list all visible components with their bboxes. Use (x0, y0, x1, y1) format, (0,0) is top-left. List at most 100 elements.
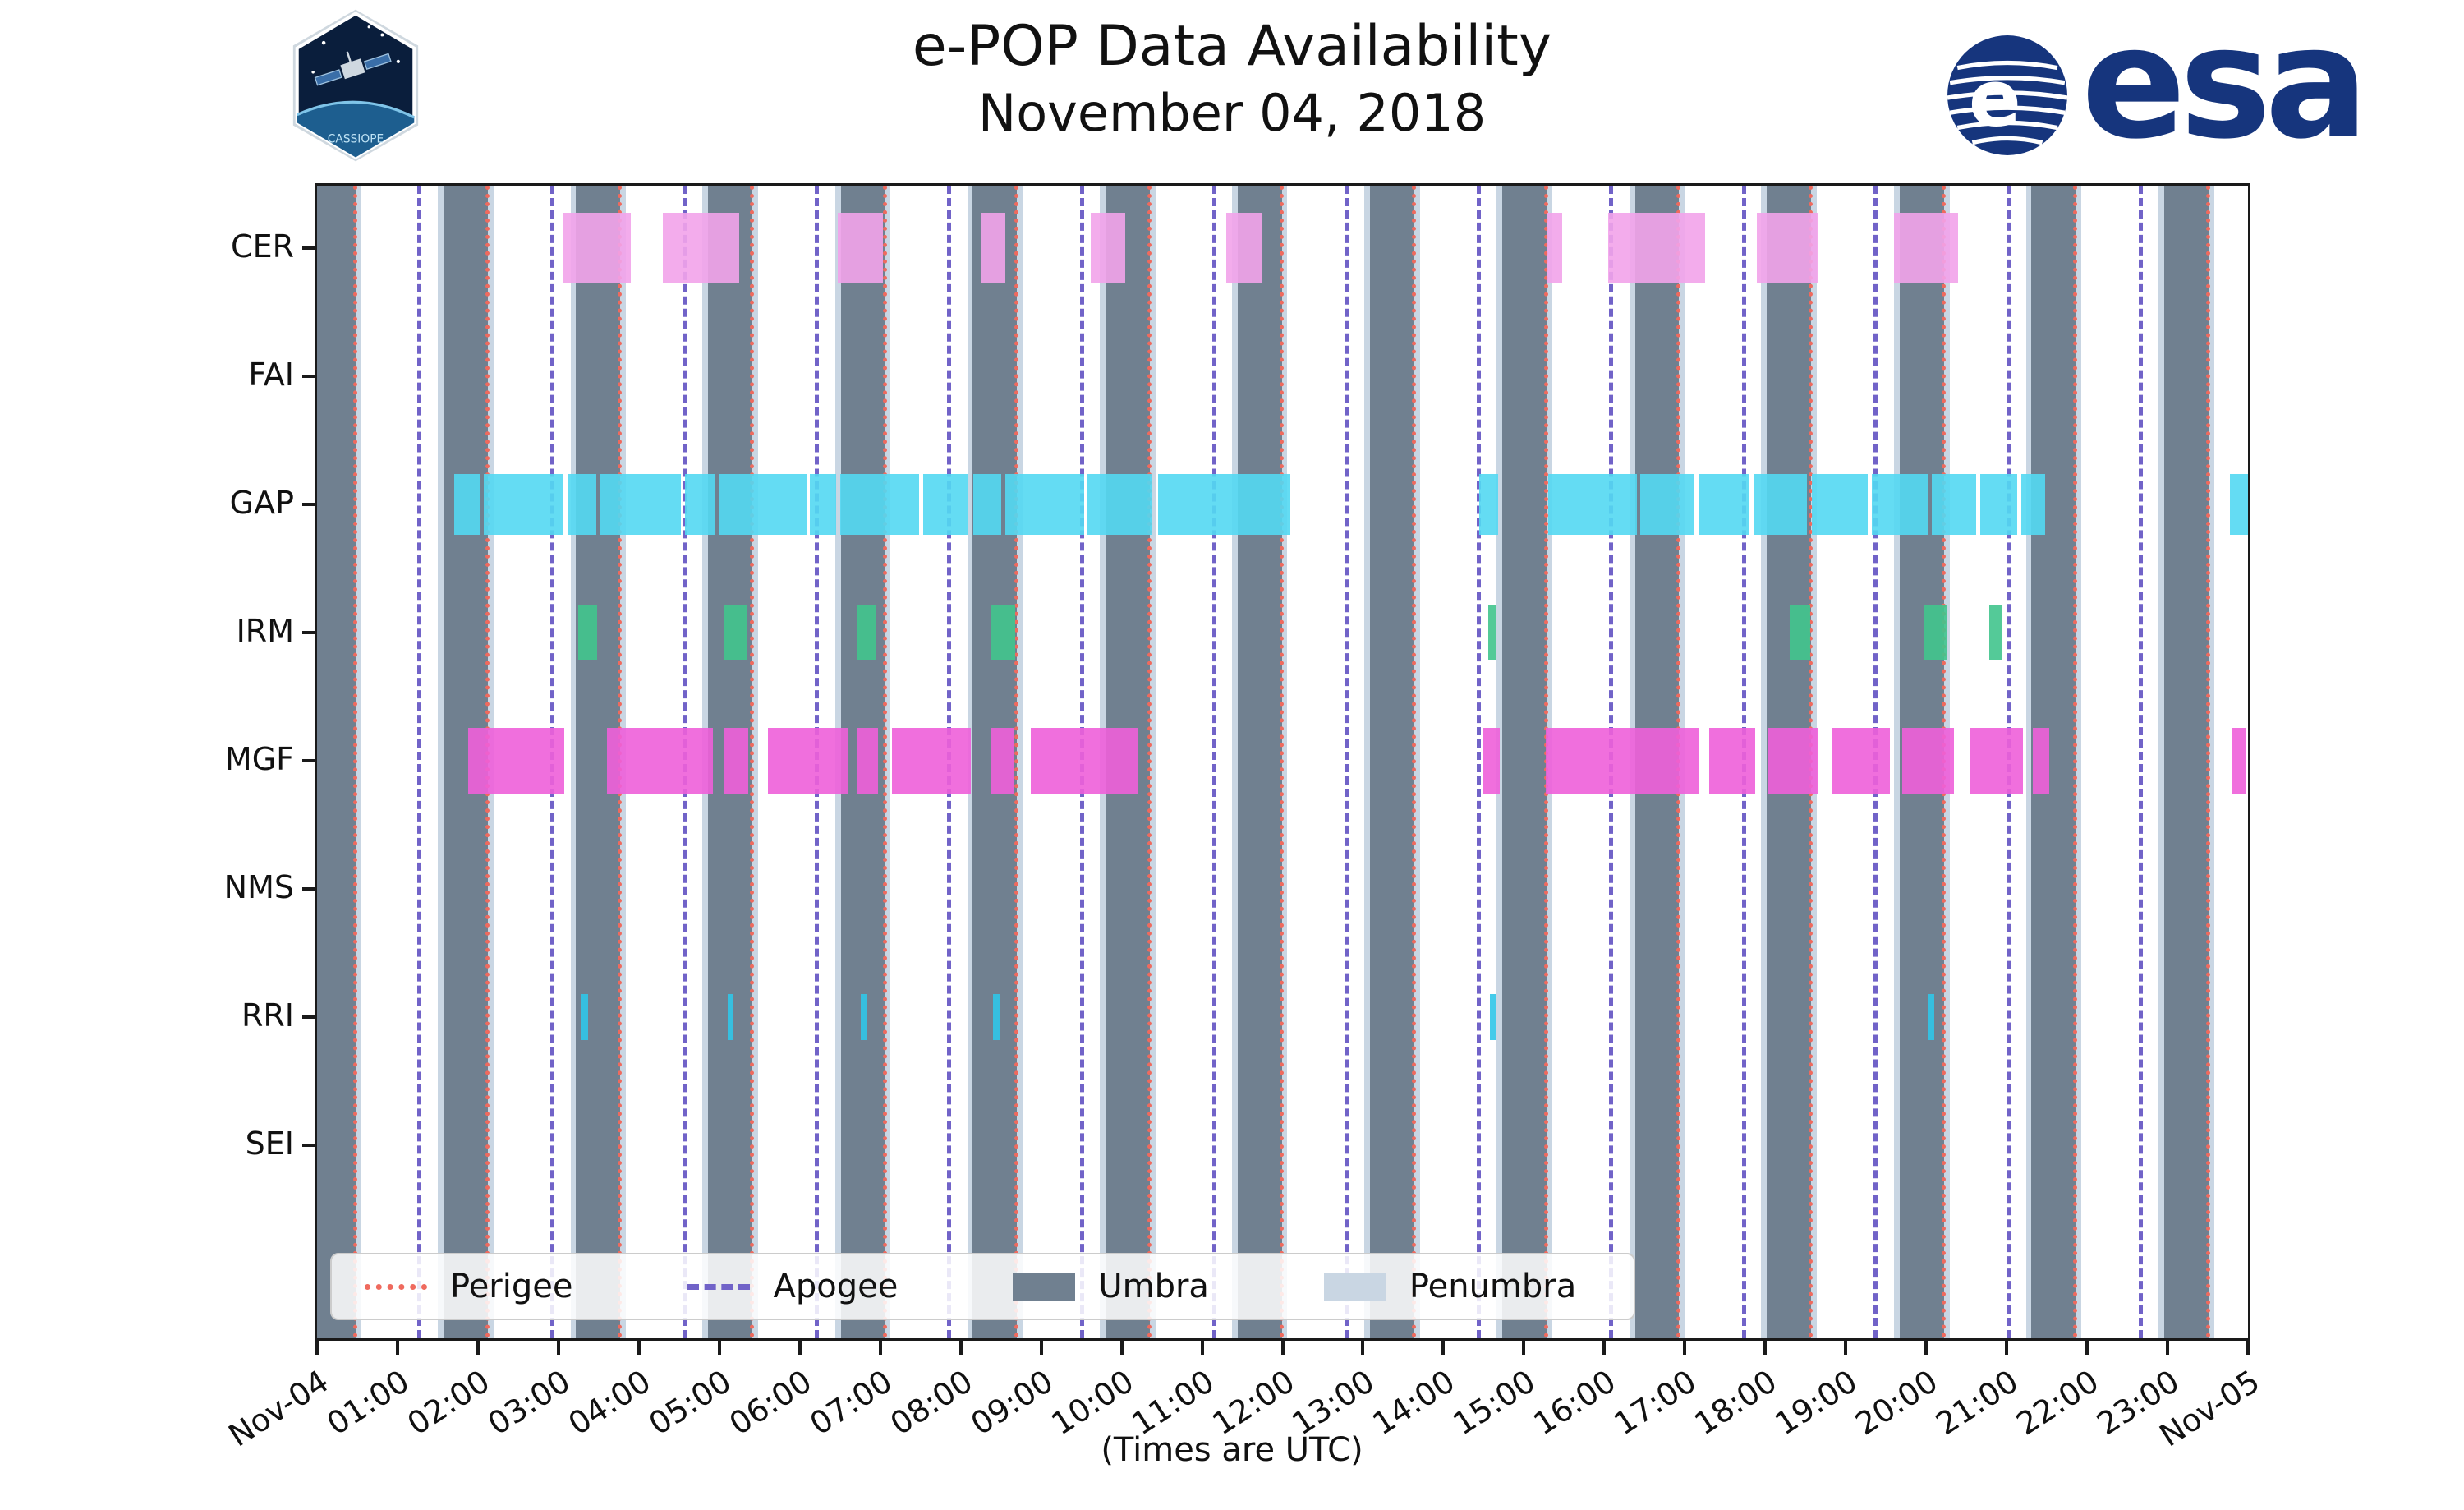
data-bar-gap (1640, 474, 1695, 535)
data-bar-gap (1479, 474, 1498, 535)
penumbra-band (1414, 186, 1420, 1338)
figure: CASSIOPE e-POP Data Availability Novembe… (0, 7, 2464, 1470)
data-bar-gap (1087, 474, 1152, 535)
y-tick-label-mgf: MGF (224, 741, 294, 777)
perigee-line (882, 186, 887, 1338)
cassiope-patch-icon: CASSIOPE (292, 9, 419, 162)
penumbra-band (1149, 186, 1156, 1338)
data-bar-mgf (767, 728, 848, 794)
data-bar-gap (1812, 474, 1868, 535)
data-bar-gap (684, 474, 715, 535)
umbra-swatch (1013, 1273, 1076, 1301)
x-tick (2085, 1338, 2089, 1355)
data-bar-gap (719, 474, 807, 535)
legend-item-apogee: Apogee (687, 1268, 898, 1305)
y-tick-label-nms: NMS (223, 869, 294, 905)
data-bar-gap (483, 474, 563, 535)
data-bar-irm (1789, 605, 1811, 660)
data-bar-cer (1225, 213, 1262, 283)
data-bar-gap (839, 474, 919, 535)
apogee-line (1212, 186, 1217, 1338)
legend-label-penumbra: Penumbra (1409, 1268, 1577, 1305)
esa-ball-letter: e (1969, 54, 2021, 144)
data-bar-rri (1928, 994, 1934, 1040)
data-bar-gap (973, 474, 1001, 535)
data-bar-cer (1546, 213, 1563, 283)
x-tick (1924, 1338, 1928, 1355)
x-tick (315, 1338, 319, 1355)
perigee-line (1147, 186, 1152, 1338)
y-tick-label-irm: IRM (236, 613, 294, 649)
legend-label-umbra: Umbra (1098, 1268, 1209, 1305)
x-tick (395, 1338, 399, 1355)
chart-title-block: e-POP Data Availability November 04, 201… (0, 12, 2464, 145)
data-bar-gap (2020, 474, 2046, 535)
plot-area: Perigee Apogee Umbra Penumbra CER FAI GAP I… (223, 183, 2266, 1454)
penumbra-band (570, 186, 577, 1338)
legend-label-perigee: Perigee (450, 1268, 573, 1305)
perigee-line (749, 186, 754, 1338)
cassiope-mission-patch-logo: CASSIOPE (289, 8, 422, 166)
penumbra-band (1364, 186, 1371, 1338)
legend-item-penumbra: Penumbra (1323, 1268, 1577, 1305)
x-tick (1039, 1338, 1043, 1355)
penumbra-band (885, 186, 891, 1338)
data-bar-irm (723, 605, 748, 660)
data-bar-mgf (991, 728, 1015, 794)
apogee-swatch (687, 1283, 751, 1290)
x-tick (476, 1338, 480, 1355)
penumbra-band (2076, 186, 2082, 1338)
perigee-line (1412, 186, 1417, 1338)
y-tick-label-fai: FAI (248, 357, 294, 393)
data-bar-mgf (1970, 728, 2023, 794)
y-tick-label-sei: SEI (245, 1126, 294, 1162)
legend-item-umbra: Umbra (1013, 1268, 1209, 1305)
satellite-icon (314, 51, 392, 86)
esa-logo: e esa (1945, 7, 2369, 173)
data-bar-mgf (468, 728, 564, 794)
apogee-line (1477, 186, 1482, 1338)
data-bar-gap (1871, 474, 1928, 535)
y-tick (302, 1144, 317, 1147)
x-tick (1200, 1338, 1204, 1355)
x-tick (878, 1338, 882, 1355)
penumbra-band (1231, 186, 1238, 1338)
data-bar-gap (1157, 474, 1291, 535)
x-tick (1522, 1338, 1526, 1355)
data-bar-irm (857, 605, 876, 660)
x-tick (717, 1338, 721, 1355)
x-tick (2166, 1338, 2170, 1355)
perigee-line (1279, 186, 1284, 1338)
data-bar-irm (991, 605, 1016, 660)
perigee-swatch (365, 1283, 427, 1290)
x-tick (637, 1338, 641, 1355)
data-bar-irm (1988, 605, 2003, 660)
data-bar-cer (562, 213, 632, 283)
penumbra-band (2209, 186, 2214, 1338)
y-tick (302, 1015, 317, 1019)
x-tick (1441, 1338, 1446, 1355)
perigee-line (353, 186, 358, 1338)
perigee-line (2073, 186, 2078, 1338)
data-bar-gap (810, 474, 836, 535)
data-bar-cer (1757, 213, 1818, 283)
apogee-line (417, 186, 422, 1338)
data-bar-mgf (857, 728, 878, 794)
perigee-line (1014, 186, 1019, 1338)
apogee-line (2138, 186, 2143, 1338)
penumbra-band (356, 186, 361, 1338)
data-bar-mgf (606, 728, 713, 794)
x-tick (1280, 1338, 1285, 1355)
x-tick (2005, 1338, 2009, 1355)
x-tick (798, 1338, 802, 1355)
patch-title-text: CASSIOPE (328, 133, 384, 146)
data-bar-gap (1698, 474, 1749, 535)
x-tick (556, 1338, 560, 1355)
data-bar-gap (453, 474, 480, 535)
x-tick (1119, 1338, 1124, 1355)
umbra-band (317, 186, 356, 1338)
data-bar-rri (992, 994, 1000, 1040)
data-bar-mgf (892, 728, 972, 794)
data-bar-rri (581, 994, 589, 1040)
chart-title: e-POP Data Availability (912, 14, 1552, 79)
